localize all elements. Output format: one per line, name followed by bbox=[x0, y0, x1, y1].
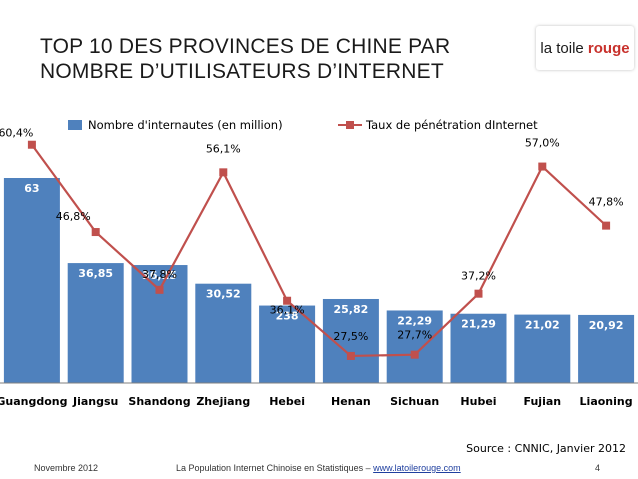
x-tick-liaoning: Liaoning bbox=[580, 395, 633, 408]
legend-line-label: Taux de pénétration dInternet bbox=[365, 118, 538, 132]
line-label-jiangsu: 46,8% bbox=[56, 210, 91, 223]
x-tick-sichuan: Sichuan bbox=[390, 395, 439, 408]
bar-label-zhejiang: 30,52 bbox=[206, 288, 241, 301]
line-label-shandong: 37,8% bbox=[142, 268, 177, 281]
line-marker-hubei bbox=[474, 289, 483, 298]
line-label-guangdong: 60,4% bbox=[0, 127, 33, 140]
brand-logo: la toile rouge bbox=[536, 26, 634, 70]
line-marker-fujian bbox=[538, 162, 547, 171]
line-marker-guangdong bbox=[27, 140, 36, 149]
line-label-zhejiang: 56,1% bbox=[206, 142, 241, 155]
line-label-hebei: 36,1% bbox=[270, 304, 305, 317]
logo-prefix: la toile bbox=[540, 39, 588, 57]
bar-label-hubei: 21,29 bbox=[461, 318, 496, 331]
line-marker-sichuan bbox=[410, 350, 419, 359]
logo-brand: rouge bbox=[587, 39, 630, 57]
x-tick-guangdong: Guangdong bbox=[0, 395, 67, 408]
line-label-henan: 27,5% bbox=[333, 330, 368, 343]
title-line-2: NOMBRE D’UTILISATEURS D’INTERNET bbox=[40, 60, 444, 83]
line-marker-zhejiang bbox=[219, 168, 228, 177]
line-marker-jiangsu bbox=[91, 228, 100, 237]
x-tick-hubei: Hubei bbox=[460, 395, 496, 408]
x-tick-jiangsu: Jiangsu bbox=[72, 395, 118, 408]
page-number: 4 bbox=[594, 463, 600, 473]
bar-zhejiang bbox=[195, 283, 252, 383]
line-marker-hebei bbox=[283, 296, 292, 305]
legend-bar-swatch bbox=[68, 120, 82, 130]
bar-liaoning bbox=[578, 314, 635, 383]
slide-footer: Novembre 2012 La Population Internet Chi… bbox=[0, 457, 638, 479]
footer-title-text: La Population Internet Chinoise en Stati… bbox=[176, 463, 374, 473]
bar-label-henan: 25,82 bbox=[334, 303, 369, 316]
x-tick-zhejiang: Zhejiang bbox=[196, 395, 250, 408]
line-marker-liaoning bbox=[602, 221, 611, 230]
bar-label-jiangsu: 36,85 bbox=[78, 267, 113, 280]
bar-label-fujian: 21,02 bbox=[525, 319, 560, 332]
line-label-fujian: 57,0% bbox=[525, 137, 560, 150]
footer-title: La Population Internet Chinoise en Stati… bbox=[176, 463, 461, 473]
bar-hubei bbox=[450, 313, 507, 383]
line-label-hubei: 37,2% bbox=[461, 270, 496, 283]
legend-bar-label: Nombre d'internautes (en million) bbox=[88, 118, 283, 132]
line-marker-henan bbox=[346, 351, 355, 360]
legend-line-marker bbox=[346, 121, 354, 129]
bar-fujian bbox=[514, 314, 571, 383]
footer-date: Novembre 2012 bbox=[34, 463, 99, 473]
line-label-sichuan: 27,7% bbox=[397, 329, 432, 342]
bar-guangdong bbox=[3, 178, 60, 383]
footer-link[interactable]: www.latoilerouge.com bbox=[373, 463, 461, 473]
bar-shandong bbox=[131, 265, 188, 383]
bar-sichuan bbox=[386, 310, 443, 383]
bar-label-guangdong: 63 bbox=[24, 182, 39, 195]
x-tick-henan: Henan bbox=[331, 395, 371, 408]
bar-label-hebei: 238 bbox=[276, 310, 299, 323]
bar-jiangsu bbox=[67, 263, 124, 383]
source-note: Source : CNNIC, Janvier 2012 bbox=[466, 442, 626, 455]
penetration-line bbox=[31, 144, 607, 358]
x-tick-fujian: Fujian bbox=[524, 395, 562, 408]
bar-label-sichuan: 22,29 bbox=[397, 314, 432, 327]
title-line-1: TOP 10 DES PROVINCES DE CHINE PAR bbox=[40, 35, 451, 58]
x-tick-hebei: Hebei bbox=[269, 395, 305, 408]
bar-hebei bbox=[259, 305, 316, 383]
line-marker-shandong bbox=[155, 285, 164, 294]
page-title: TOP 10 DES PROVINCES DE CHINE PAR NOMBRE… bbox=[40, 34, 480, 84]
logo-text: la toile rouge bbox=[540, 40, 629, 57]
line-label-liaoning: 47,8% bbox=[589, 196, 624, 209]
bar-label-liaoning: 20,92 bbox=[589, 319, 624, 332]
x-tick-shandong: Shandong bbox=[128, 395, 190, 408]
